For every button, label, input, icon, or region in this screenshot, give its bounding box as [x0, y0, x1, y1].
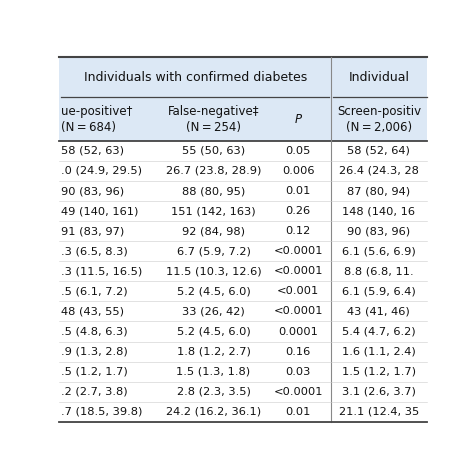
Text: 24.2 (16.2, 36.1): 24.2 (16.2, 36.1): [166, 407, 261, 417]
Text: .2 (2.7, 3.8): .2 (2.7, 3.8): [61, 387, 128, 397]
Text: 1.6 (1.1, 2.4): 1.6 (1.1, 2.4): [342, 346, 416, 356]
Text: 90 (83, 96): 90 (83, 96): [347, 226, 410, 236]
Bar: [59, 282, 427, 301]
Text: 0.006: 0.006: [282, 166, 314, 176]
Text: 58 (52, 64): 58 (52, 64): [347, 146, 410, 156]
Text: 33 (26, 42): 33 (26, 42): [182, 307, 245, 317]
Text: .5 (1.2, 1.7): .5 (1.2, 1.7): [61, 367, 128, 377]
Text: 87 (80, 94): 87 (80, 94): [347, 186, 410, 196]
Text: 0.03: 0.03: [285, 367, 311, 377]
Text: 58 (52, 63): 58 (52, 63): [61, 146, 124, 156]
Text: 3.1 (2.6, 3.7): 3.1 (2.6, 3.7): [342, 387, 416, 397]
Bar: [59, 261, 427, 282]
Text: 0.0001: 0.0001: [278, 327, 318, 337]
Bar: [59, 241, 427, 261]
Text: False-negative‡
(N = 254): False-negative‡ (N = 254): [168, 105, 259, 134]
Text: 0.16: 0.16: [285, 346, 310, 356]
Bar: [59, 342, 427, 362]
Text: <0.001: <0.001: [277, 286, 319, 296]
Text: 148 (140, 16: 148 (140, 16: [342, 206, 415, 216]
Text: 43 (41, 46): 43 (41, 46): [347, 307, 410, 317]
Text: <0.0001: <0.0001: [273, 266, 323, 276]
Bar: [59, 181, 427, 201]
Text: P: P: [294, 113, 301, 127]
Text: <0.0001: <0.0001: [273, 246, 323, 256]
Text: 92 (84, 98): 92 (84, 98): [182, 226, 245, 236]
Bar: [59, 301, 427, 321]
Text: .3 (11.5, 16.5): .3 (11.5, 16.5): [61, 266, 142, 276]
Text: .5 (6.1, 7.2): .5 (6.1, 7.2): [61, 286, 128, 296]
Text: 0.01: 0.01: [285, 186, 311, 196]
Bar: [59, 221, 427, 241]
Text: 6.7 (5.9, 7.2): 6.7 (5.9, 7.2): [177, 246, 250, 256]
Bar: [59, 141, 427, 161]
Bar: [59, 201, 427, 221]
Text: 0.26: 0.26: [285, 206, 310, 216]
Text: .0 (24.9, 29.5): .0 (24.9, 29.5): [61, 166, 142, 176]
Bar: [59, 321, 427, 342]
Text: Individuals with confirmed diabetes: Individuals with confirmed diabetes: [83, 72, 307, 84]
Text: .9 (1.3, 2.8): .9 (1.3, 2.8): [61, 346, 128, 356]
Text: 11.5 (10.3, 12.6): 11.5 (10.3, 12.6): [166, 266, 261, 276]
Text: <0.0001: <0.0001: [273, 307, 323, 317]
Text: 90 (83, 96): 90 (83, 96): [61, 186, 124, 196]
Text: 5.2 (4.5, 6.0): 5.2 (4.5, 6.0): [177, 327, 250, 337]
Text: 1.5 (1.3, 1.8): 1.5 (1.3, 1.8): [176, 367, 251, 377]
Text: 6.1 (5.6, 6.9): 6.1 (5.6, 6.9): [342, 246, 416, 256]
Bar: [59, 382, 427, 402]
Text: 5.4 (4.7, 6.2): 5.4 (4.7, 6.2): [342, 327, 416, 337]
Bar: [59, 161, 427, 181]
Text: 26.7 (23.8, 28.9): 26.7 (23.8, 28.9): [166, 166, 261, 176]
Text: 0.05: 0.05: [285, 146, 311, 156]
Text: 49 (140, 161): 49 (140, 161): [61, 206, 138, 216]
Text: 6.1 (5.9, 6.4): 6.1 (5.9, 6.4): [342, 286, 416, 296]
Text: 2.8 (2.3, 3.5): 2.8 (2.3, 3.5): [177, 387, 250, 397]
Text: ue-positive†
(N = 684): ue-positive† (N = 684): [61, 105, 132, 134]
Text: .3 (6.5, 8.3): .3 (6.5, 8.3): [61, 246, 128, 256]
Text: .5 (4.8, 6.3): .5 (4.8, 6.3): [61, 327, 128, 337]
Text: 88 (80, 95): 88 (80, 95): [182, 186, 245, 196]
Bar: [59, 402, 427, 422]
Text: 151 (142, 163): 151 (142, 163): [171, 206, 256, 216]
Text: Individual: Individual: [348, 72, 410, 84]
Text: <0.0001: <0.0001: [273, 387, 323, 397]
Text: 26.4 (24.3, 28: 26.4 (24.3, 28: [339, 166, 419, 176]
Text: 1.8 (1.2, 2.7): 1.8 (1.2, 2.7): [177, 346, 250, 356]
Text: 0.01: 0.01: [285, 407, 311, 417]
Text: Screen-positiv
(N = 2,006): Screen-positiv (N = 2,006): [337, 105, 421, 134]
Text: 8.8 (6.8, 11.: 8.8 (6.8, 11.: [344, 266, 414, 276]
Text: 91 (83, 97): 91 (83, 97): [61, 226, 124, 236]
Text: 1.5 (1.2, 1.7): 1.5 (1.2, 1.7): [342, 367, 416, 377]
Text: 21.1 (12.4, 35: 21.1 (12.4, 35: [339, 407, 419, 417]
Text: 0.12: 0.12: [285, 226, 310, 236]
Bar: [59, 57, 427, 141]
Text: 48 (43, 55): 48 (43, 55): [61, 307, 124, 317]
Text: 5.2 (4.5, 6.0): 5.2 (4.5, 6.0): [177, 286, 250, 296]
Text: .7 (18.5, 39.8): .7 (18.5, 39.8): [61, 407, 143, 417]
Text: 55 (50, 63): 55 (50, 63): [182, 146, 245, 156]
Bar: [59, 362, 427, 382]
